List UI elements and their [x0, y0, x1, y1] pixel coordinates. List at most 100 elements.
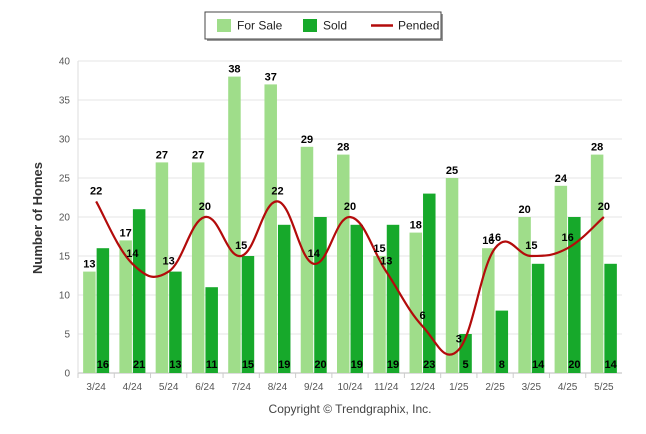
bar-sold — [241, 256, 255, 373]
bar-sold — [531, 263, 545, 373]
bar-for-sale — [373, 256, 386, 373]
label-sold: 5 — [462, 359, 468, 371]
y-tick-label: 5 — [64, 330, 70, 341]
pended-line-group — [95, 200, 605, 356]
label-for-sale: 27 — [156, 149, 168, 161]
label-pended: 3 — [456, 334, 462, 346]
y-tick-label: 20 — [59, 213, 71, 224]
label-pended: 16 — [489, 232, 501, 244]
bar-for-sale — [409, 232, 423, 373]
x-tick-label: 3/24 — [86, 382, 106, 393]
label-pended: 14 — [126, 248, 139, 260]
label-for-sale: 28 — [337, 142, 349, 154]
bar-sold — [277, 224, 291, 373]
label-pended: 14 — [308, 248, 321, 260]
y-tick-label: 30 — [59, 135, 71, 146]
bar-for-sale — [264, 84, 277, 374]
y-tick-label: 40 — [59, 57, 71, 68]
bar-for-sale — [191, 162, 205, 373]
y-tick-label: 35 — [59, 96, 71, 107]
y-tick-label: 15 — [59, 252, 71, 263]
label-for-sale: 13 — [83, 259, 95, 271]
label-sold: 16 — [97, 359, 109, 371]
y-tick-label: 25 — [59, 174, 71, 185]
bar-for-sale — [337, 154, 350, 373]
bar-sold — [423, 193, 436, 373]
bar-for-sale — [554, 185, 568, 373]
bar-for-sale — [83, 271, 96, 373]
x-tick-label: 3/25 — [522, 382, 542, 393]
y-axis-title: Number of Homes — [30, 162, 45, 274]
label-sold: 20 — [314, 359, 326, 371]
bar-sold — [386, 224, 400, 373]
legend-pended-label: Pended — [398, 19, 439, 33]
legend-sold-label: Sold — [323, 19, 347, 33]
label-pended: 13 — [380, 256, 392, 268]
legend-for-sale-swatch — [217, 19, 231, 32]
label-pended: 6 — [419, 310, 425, 322]
label-sold: 19 — [351, 359, 363, 371]
bar-sold — [350, 224, 363, 373]
bar-for-sale — [482, 248, 495, 373]
label-sold: 20 — [568, 359, 580, 371]
legend-box — [204, 11, 442, 40]
bar-for-sale — [445, 178, 459, 373]
pended-line — [95, 200, 605, 356]
label-pended: 15 — [525, 240, 537, 252]
x-tick-label: 5/24 — [159, 382, 179, 393]
label-for-sale: 18 — [410, 220, 422, 232]
x-tick-label: 4/24 — [123, 382, 143, 393]
label-sold: 14 — [532, 359, 545, 371]
x-tick-label: 7/24 — [231, 382, 251, 393]
y-tick-label: 10 — [59, 291, 71, 302]
label-pended: 20 — [598, 201, 610, 213]
label-pended: 22 — [271, 185, 283, 197]
x-tick-label: 12/24 — [410, 382, 435, 393]
label-for-sale: 38 — [228, 64, 240, 76]
x-tick-label: 11/24 — [374, 382, 399, 393]
label-for-sale: 17 — [120, 227, 132, 239]
label-sold: 11 — [206, 359, 218, 371]
x-tick-label: 5/25 — [594, 382, 614, 393]
bar-for-sale — [155, 162, 169, 373]
legend-for-sale-label: For Sale — [237, 19, 283, 33]
label-for-sale: 37 — [265, 71, 277, 83]
label-sold: 8 — [499, 359, 505, 371]
y-tick-label: 0 — [64, 369, 70, 380]
label-sold: 19 — [278, 359, 290, 371]
bars — [83, 76, 617, 374]
bar-sold — [568, 217, 581, 373]
x-tick-label: 2/25 — [485, 382, 505, 393]
bar-sold — [604, 263, 617, 373]
x-tick-label: 6/24 — [195, 382, 215, 393]
label-sold: 21 — [133, 359, 145, 371]
label-for-sale: 29 — [301, 134, 313, 146]
label-for-sale: 25 — [446, 165, 458, 177]
x-tick-label: 1/25 — [449, 382, 469, 393]
copyright-text: Copyright © Trendgraphix, Inc. — [269, 402, 432, 416]
bar-sold — [495, 310, 509, 373]
label-pended: 20 — [199, 201, 211, 213]
label-for-sale: 15 — [373, 243, 385, 255]
label-pended: 13 — [163, 256, 175, 268]
data-labels: 1316221721142713132711203815153719222920… — [83, 64, 617, 371]
label-sold: 15 — [242, 359, 254, 371]
label-for-sale: 16 — [482, 235, 494, 247]
legend[interactable]: For Sale Sold Pended — [204, 11, 443, 41]
bar-for-sale — [228, 76, 241, 373]
bar-for-sale — [590, 154, 604, 373]
label-pended: 16 — [561, 232, 573, 244]
x-tick-label: 4/25 — [558, 382, 578, 393]
label-for-sale: 20 — [518, 204, 530, 216]
label-sold: 23 — [423, 359, 435, 371]
bar-sold — [205, 287, 218, 373]
label-sold: 19 — [387, 359, 399, 371]
label-sold: 13 — [169, 359, 181, 371]
legend-sold-swatch — [303, 19, 317, 32]
label-pended: 15 — [235, 240, 247, 252]
label-pended: 22 — [90, 185, 102, 197]
label-for-sale: 27 — [192, 149, 204, 161]
bar-sold — [314, 217, 327, 373]
